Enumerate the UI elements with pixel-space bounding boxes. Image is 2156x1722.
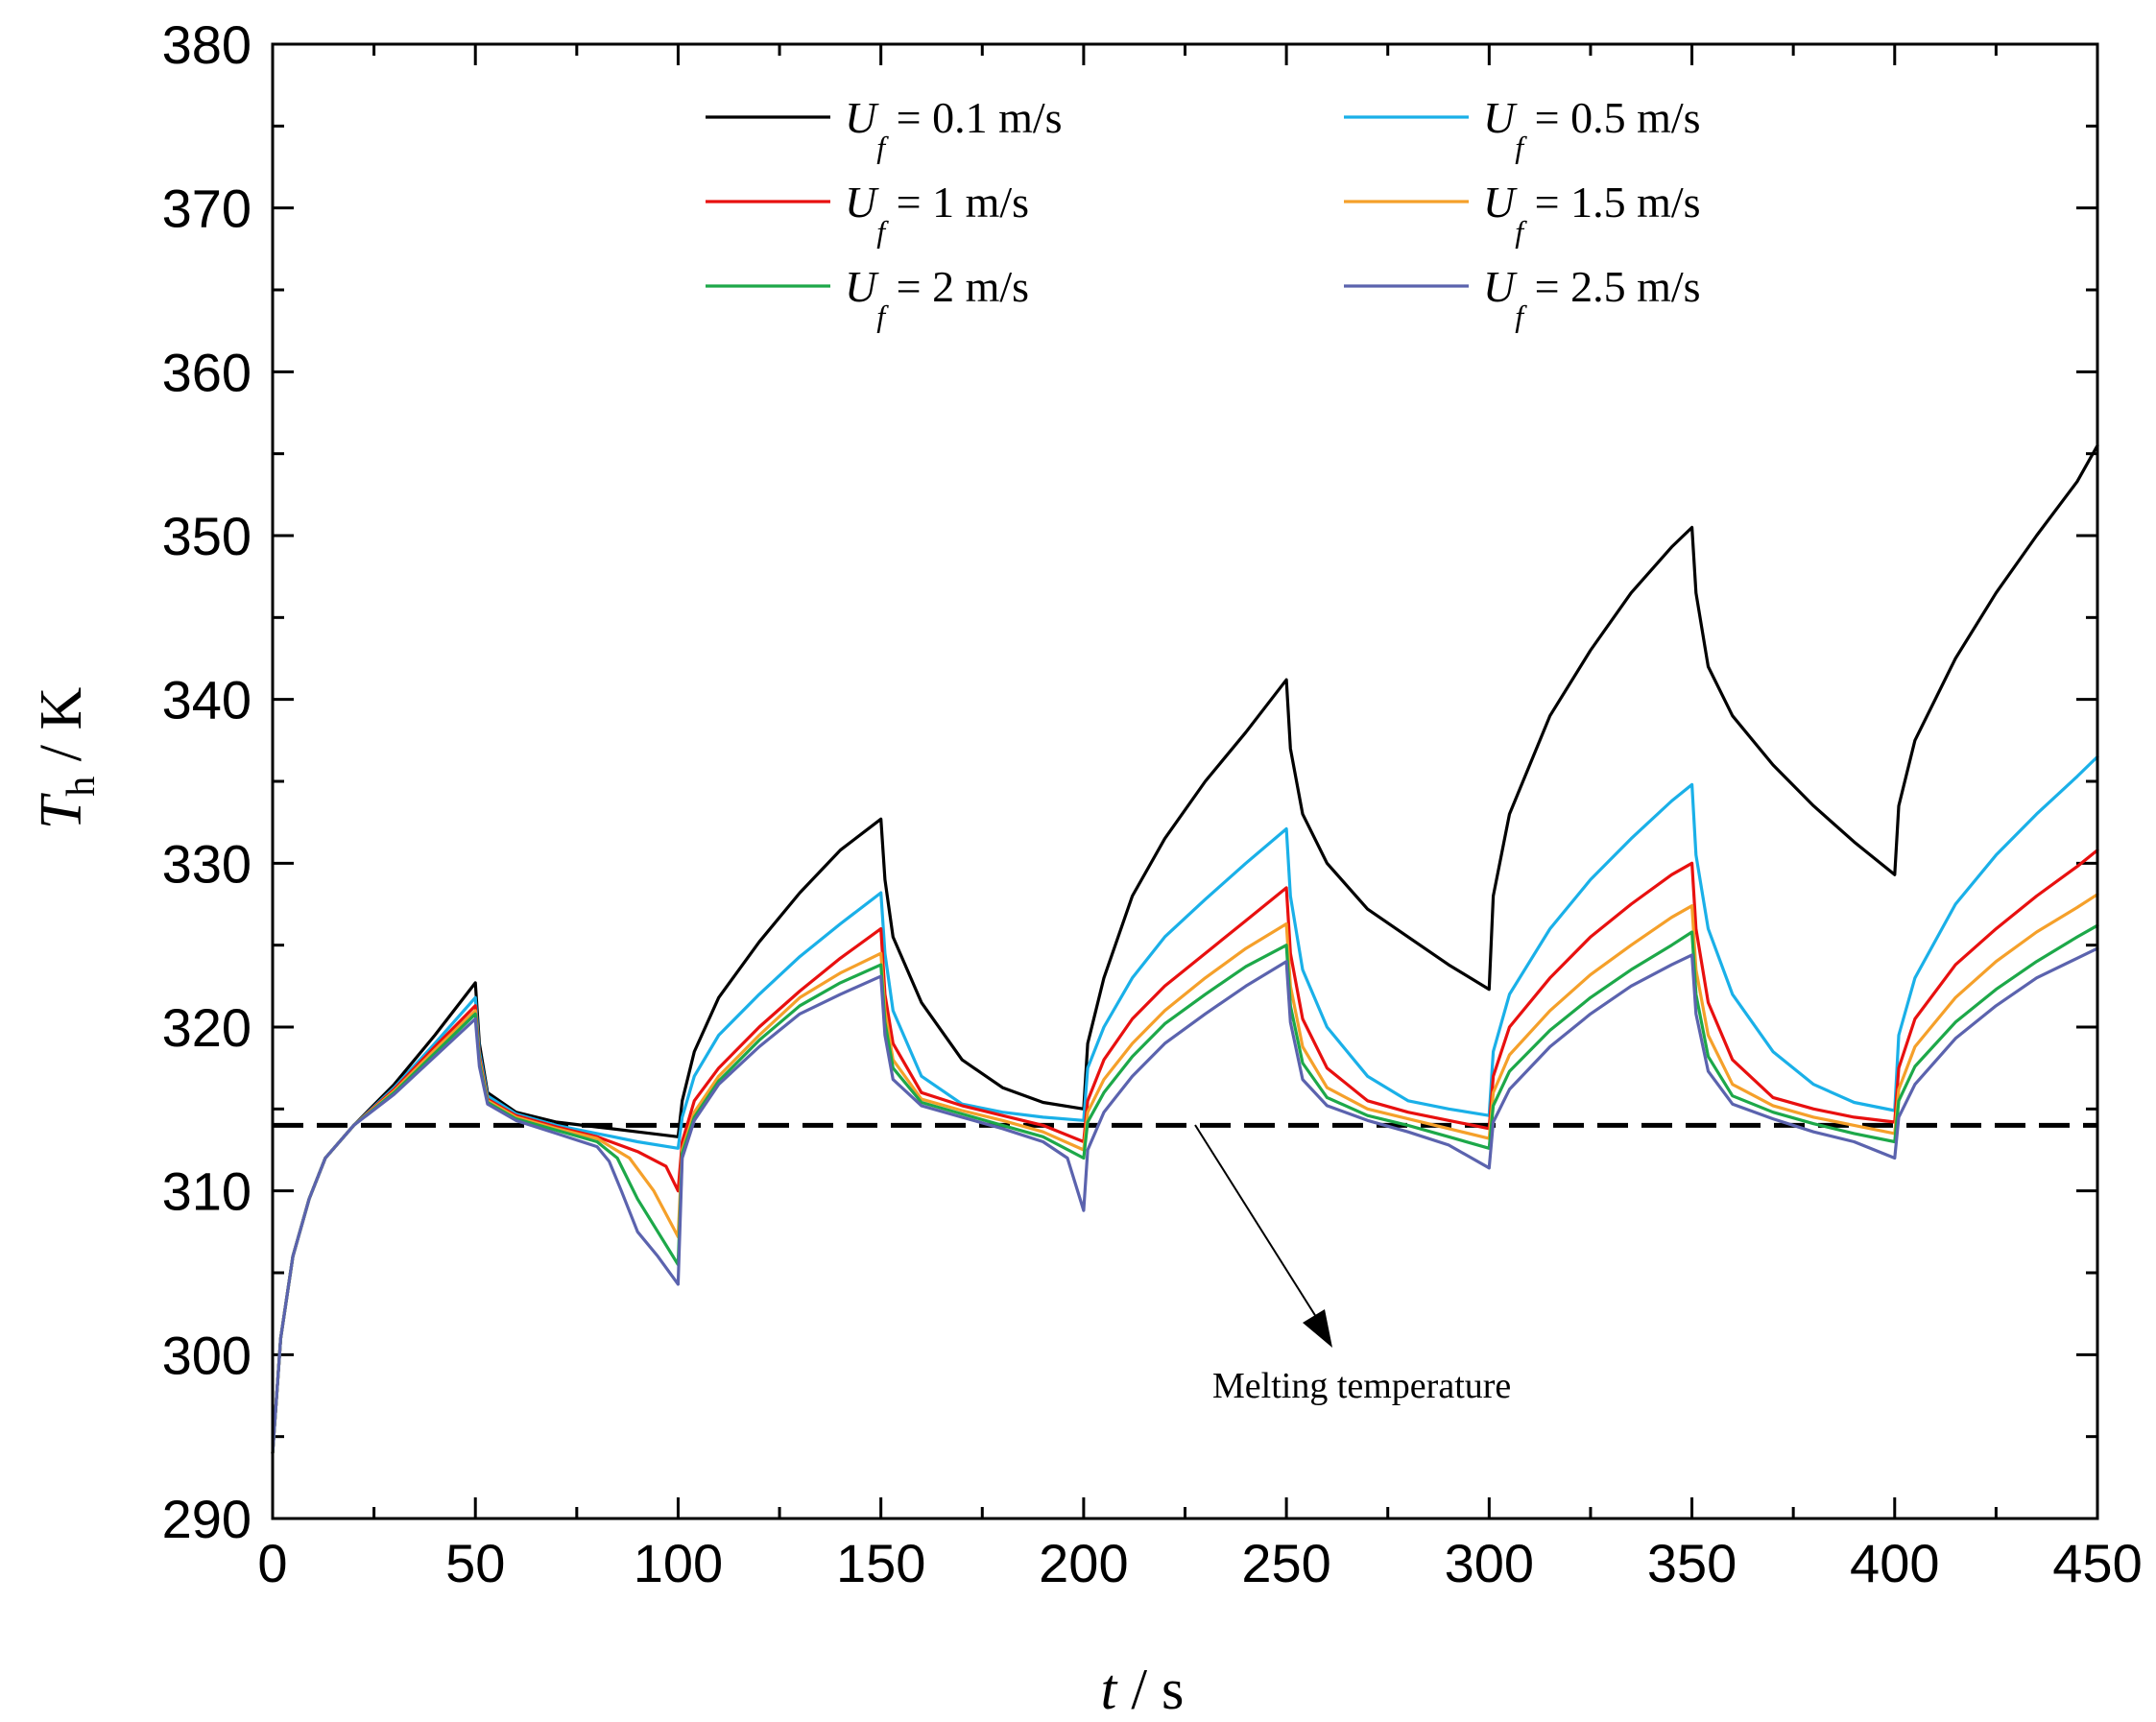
- y-tick-label: 330: [162, 833, 252, 894]
- legend-label-2: Uf = 0.5 m/s: [1483, 93, 1701, 164]
- x-tick-label: 150: [836, 1533, 925, 1593]
- x-tick-label: 100: [634, 1533, 723, 1593]
- y-tick-label: 350: [162, 506, 252, 566]
- y-tick-label: 370: [162, 179, 252, 239]
- legend-symbol: U: [1483, 262, 1518, 311]
- x-axis-symbol: t: [1101, 1658, 1118, 1721]
- x-tick-label: 50: [445, 1533, 505, 1593]
- x-tick-label: 0: [257, 1533, 287, 1593]
- y-tick-label: 290: [162, 1489, 252, 1549]
- y-axis-title: Th / K: [29, 687, 104, 830]
- plot-frame: [271, 42, 2099, 1520]
- legend-value: = 1 m/s: [885, 178, 1029, 227]
- legend-label-6: Uf = 2.5 m/s: [1483, 262, 1701, 333]
- x-tick-label: 400: [1850, 1533, 1939, 1593]
- legend-symbol: U: [845, 178, 879, 227]
- y-axis-symbol: T: [29, 792, 94, 829]
- x-axis-title: t / s: [1101, 1658, 1185, 1721]
- legend-label-3: Uf = 1 m/s: [845, 178, 1029, 249]
- legend-value: = 2.5 m/s: [1523, 262, 1700, 311]
- legend-label-5: Uf = 2 m/s: [845, 262, 1029, 333]
- x-tick-labels: 0 50 100 150 200 250 300 350 400 450: [257, 1533, 2142, 1593]
- legend-symbol: U: [1483, 93, 1518, 142]
- legend-value: = 0.5 m/s: [1523, 93, 1700, 142]
- y-tick-label: 310: [162, 1161, 252, 1222]
- x-tick-label: 450: [2052, 1533, 2142, 1593]
- legend-value: = 1.5 m/s: [1523, 178, 1700, 227]
- annotation-arrowhead: [1303, 1309, 1332, 1348]
- annotation: Melting temperature: [1194, 1124, 1511, 1406]
- y-axis-unit: K: [29, 687, 94, 730]
- series-line-6: [271, 946, 2099, 1455]
- x-axis-unit: s: [1162, 1658, 1184, 1721]
- legend-symbol: U: [1483, 178, 1518, 227]
- series-line-1: [271, 443, 2099, 1455]
- y-axis-separator: /: [29, 730, 94, 777]
- legend-value: = 2 m/s: [885, 262, 1029, 311]
- annotation-arrow-line: [1194, 1124, 1324, 1328]
- y-tick-label: 300: [162, 1325, 252, 1385]
- legend-label-1: Uf = 0.1 m/s: [845, 93, 1063, 164]
- x-tick-label: 300: [1445, 1533, 1534, 1593]
- y-tick-label: 380: [162, 14, 252, 75]
- y-axis-subscript: h: [60, 777, 104, 797]
- legend-symbol: U: [845, 262, 879, 311]
- x-tick-label: 250: [1241, 1533, 1330, 1593]
- legend-value: = 0.1 m/s: [885, 93, 1062, 142]
- y-tick-label: 360: [162, 342, 252, 402]
- legend: Uf = 0.1 m/s Uf = 0.5 m/sUf = 1 m/s Uf = 1…: [706, 93, 1701, 333]
- legend-symbol: U: [845, 93, 879, 142]
- annotation-text: Melting temperature: [1212, 1366, 1511, 1406]
- series-line-2: [271, 754, 2099, 1455]
- x-tick-label: 350: [1647, 1533, 1737, 1593]
- series-lines: [271, 443, 2099, 1455]
- y-tick-label: 320: [162, 997, 252, 1058]
- x-axis-separator: /: [1116, 1658, 1162, 1721]
- y-tick-labels: 290 300 310 320 330 340 350 360 370 380: [162, 14, 252, 1549]
- y-tick-label: 340: [162, 670, 252, 730]
- x-tick-label: 200: [1039, 1533, 1128, 1593]
